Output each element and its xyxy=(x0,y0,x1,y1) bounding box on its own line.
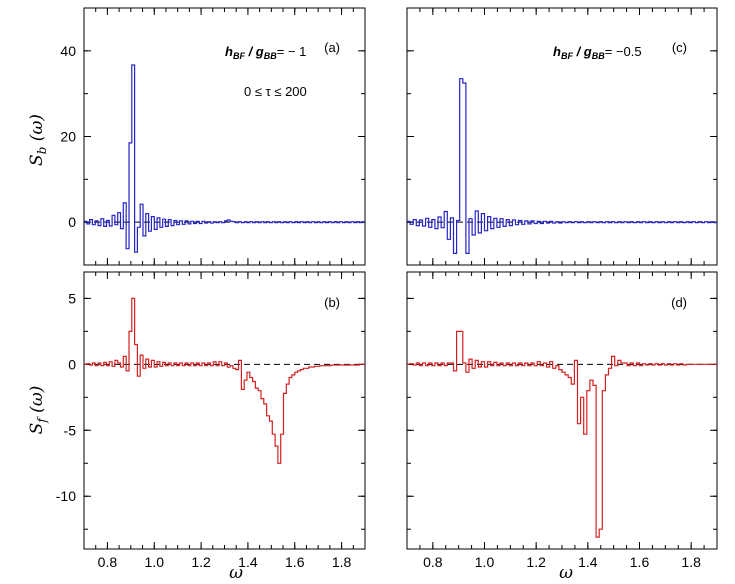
x-tick-label: 1.8 xyxy=(681,554,701,570)
panel-b: (b) xyxy=(83,271,366,550)
panel-b-series-line xyxy=(84,297,365,464)
bottom-y-axis-label: Sf (ω) xyxy=(27,386,49,435)
panel-a-tau-range: 0 ≤ τ ≤ 200 xyxy=(244,84,307,99)
panel-c-plot xyxy=(406,7,717,266)
panel-a-param: h xyxy=(225,44,233,59)
panel-c-series-line xyxy=(407,78,717,254)
panel-c-param: h xyxy=(553,44,561,59)
x-tick-label: 1.2 xyxy=(526,554,546,570)
panel-a-value: = − 1 xyxy=(277,44,307,59)
y-tick-label: 0 xyxy=(68,214,76,230)
panel-c-ratio: g xyxy=(583,44,592,59)
panel-b-plot: -10 -5 0 5 0.8 1.0 1.2 1.4 1.6 1.8 xyxy=(56,272,365,570)
y-tick-label: 40 xyxy=(60,43,76,59)
x-tick-label: 1.4 xyxy=(238,554,258,570)
panel-a-ratio-sub: BB xyxy=(264,51,277,61)
y-tick-label: 0 xyxy=(68,356,76,372)
panel-d-plot: 0.8 1.0 1.2 1.4 1.6 1.8 xyxy=(406,272,717,570)
panel-d: (d) xyxy=(406,271,718,550)
panel-a-series-line xyxy=(84,64,365,253)
left-x-axis-label: ω xyxy=(229,563,243,583)
panel-c-param-sub: BF xyxy=(561,51,573,61)
plot-layer: 0 20 40 -10 -5 0 5 0.8 1.0 1.2 1.4 1.6 1.8 0.8 1.0 1.2 1… xyxy=(56,7,717,570)
x-tick-label: 0.8 xyxy=(423,554,443,570)
y-tick-label: -10 xyxy=(56,488,76,504)
panel-d-frame xyxy=(406,271,718,550)
panel-a-annotation: hBF / gBB= − 1 xyxy=(225,44,306,61)
panel-a-ratio: g xyxy=(255,44,264,59)
panel-a-param-sub: BF xyxy=(233,51,245,61)
x-tick-label: 1.0 xyxy=(475,554,495,570)
y-tick-label: 20 xyxy=(60,129,76,145)
panel-c-value: = −0.5 xyxy=(605,44,642,59)
y-tick-label: -5 xyxy=(64,422,77,438)
x-tick-label: 1.4 xyxy=(578,554,598,570)
panel-a-plot: 0 20 40 xyxy=(60,7,365,266)
x-tick-label: 1.0 xyxy=(145,554,165,570)
panel-c-annotation: hBF / gBB= −0.5 xyxy=(553,44,642,61)
y-tick-label: 5 xyxy=(68,290,76,306)
x-tick-label: 1.8 xyxy=(332,554,352,570)
panel-b-frame xyxy=(83,271,366,550)
panel-d-label: (d) xyxy=(671,295,687,310)
x-tick-label: 0.8 xyxy=(98,554,118,570)
x-tick-label: 1.6 xyxy=(285,554,305,570)
panel-a-label: (a) xyxy=(324,40,340,55)
panel-b-label: (b) xyxy=(324,295,340,310)
panel-d-series-line xyxy=(407,330,717,538)
panel-c-label: (c) xyxy=(672,40,687,55)
x-tick-label: 1.6 xyxy=(630,554,650,570)
right-x-axis-label: ω xyxy=(559,563,573,583)
top-y-axis-label: Sb (ω) xyxy=(27,114,49,166)
x-tick-label: 1.2 xyxy=(191,554,211,570)
panel-c-ratio-sub: BB xyxy=(592,51,605,61)
